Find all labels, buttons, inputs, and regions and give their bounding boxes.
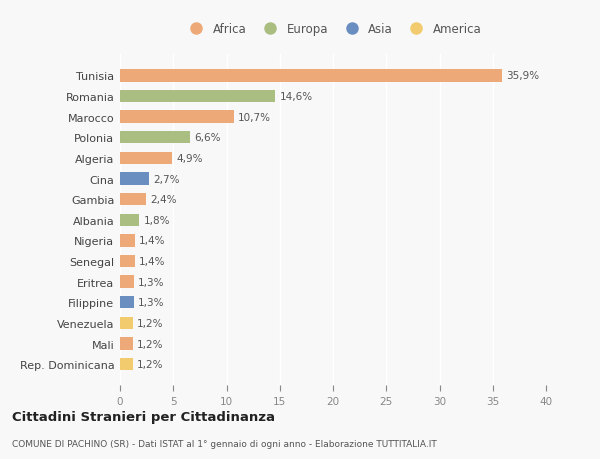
Text: 2,7%: 2,7% — [153, 174, 179, 184]
Text: 35,9%: 35,9% — [506, 71, 540, 81]
Bar — [120, 214, 139, 226]
Text: 1,4%: 1,4% — [139, 236, 166, 246]
Bar — [120, 276, 134, 288]
Bar — [120, 152, 172, 165]
Text: 6,6%: 6,6% — [194, 133, 221, 143]
Text: 1,3%: 1,3% — [138, 297, 164, 308]
Bar — [120, 297, 134, 309]
Bar — [120, 338, 133, 350]
Text: 2,4%: 2,4% — [150, 195, 176, 205]
Bar — [120, 235, 135, 247]
Bar — [120, 317, 133, 330]
Text: 1,2%: 1,2% — [137, 339, 164, 349]
Text: 14,6%: 14,6% — [280, 92, 313, 102]
Bar — [120, 70, 502, 83]
Text: 1,2%: 1,2% — [137, 359, 164, 369]
Text: 10,7%: 10,7% — [238, 112, 271, 123]
Text: 1,2%: 1,2% — [137, 318, 164, 328]
Bar — [120, 111, 234, 123]
Bar — [120, 132, 190, 144]
Bar — [120, 358, 133, 370]
Text: 4,9%: 4,9% — [176, 154, 203, 163]
Bar — [120, 194, 146, 206]
Text: 1,3%: 1,3% — [138, 277, 164, 287]
Bar — [120, 173, 149, 185]
Text: 1,4%: 1,4% — [139, 257, 166, 267]
Bar — [120, 91, 275, 103]
Text: COMUNE DI PACHINO (SR) - Dati ISTAT al 1° gennaio di ogni anno - Elaborazione TU: COMUNE DI PACHINO (SR) - Dati ISTAT al 1… — [12, 439, 437, 448]
Text: 1,8%: 1,8% — [143, 215, 170, 225]
Text: Cittadini Stranieri per Cittadinanza: Cittadini Stranieri per Cittadinanza — [12, 410, 275, 423]
Legend: Africa, Europa, Asia, America: Africa, Europa, Asia, America — [179, 18, 487, 40]
Bar — [120, 255, 135, 268]
